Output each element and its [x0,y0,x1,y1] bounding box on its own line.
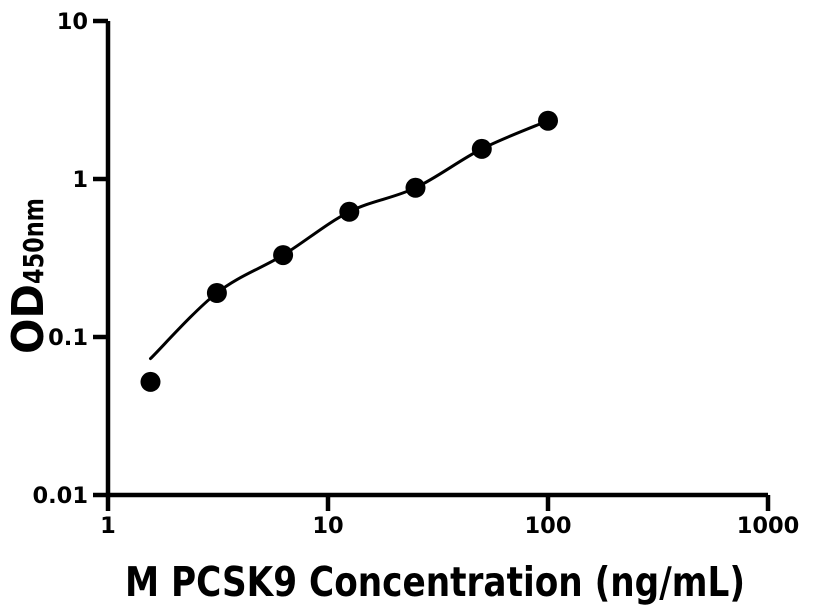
y-tick-label: 0.1 [48,325,88,351]
x-tick-label: 10 [312,513,343,539]
y-tick-label: 1 [72,167,88,193]
axes-layer: 0.01 0.1 1 10 1 10 100 1000 [32,9,799,539]
data-point [206,283,227,303]
x-tick-label: 1000 [737,513,800,539]
x-axis-title: M PCSK9 Concentration (ng/mL) [125,558,745,606]
data-point [273,245,294,266]
data-point [140,371,161,392]
x-tick-label: 100 [525,513,572,539]
axis-frame [105,21,768,498]
data-point [538,110,558,131]
y-axis-title-base: OD [3,284,54,354]
y-axis-title: OD450nm [3,198,54,354]
series-layer [140,110,558,392]
data-point [339,201,360,222]
y-axis-title-subscript: 450nm [17,198,50,284]
y-tick-label: 10 [57,9,88,35]
y-tick-label: 0.01 [32,483,88,509]
data-point [471,138,492,159]
x-tick-label: 1 [100,513,116,539]
data-point [405,177,426,198]
